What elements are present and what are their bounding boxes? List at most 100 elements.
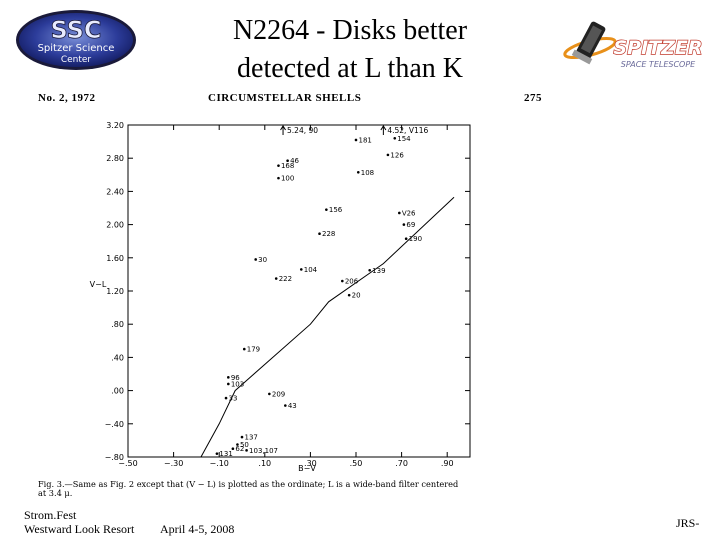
data-point-label: 50 xyxy=(240,441,249,449)
telescope-icon xyxy=(571,21,606,65)
x-tick-label: .90 xyxy=(441,459,454,468)
x-tick-label: .30 xyxy=(304,459,317,468)
y-tick-label: −.80 xyxy=(105,453,124,462)
y-tick-label: .80 xyxy=(111,320,124,329)
data-point xyxy=(245,449,248,452)
ssc-logo: SSC Spitzer Science Center xyxy=(16,10,136,70)
data-point-label: 181 xyxy=(359,136,372,144)
footer-line2: Westward Look Resort xyxy=(24,522,135,536)
data-point-label: 137 xyxy=(245,434,258,442)
data-point xyxy=(254,258,257,261)
data-point-label: 46 xyxy=(290,157,299,165)
footer-credit: JRS- xyxy=(676,516,700,530)
data-point-label: 126 xyxy=(390,151,404,159)
data-point-label: 69 xyxy=(406,221,415,229)
spitzer-logo: SPITZER SPACE TELESCOPE xyxy=(563,21,703,69)
data-point xyxy=(274,277,278,280)
data-point xyxy=(277,164,280,167)
caption-line1: Fig. 3.—Same as Fig. 2 except that (V − … xyxy=(38,479,458,489)
plot-axes: −.50 −.30 −.10 .10 .30 .50 .70 .90 3.20 2.80 2.40 2… xyxy=(105,121,471,468)
data-point-label: 43 xyxy=(288,402,297,410)
data-point xyxy=(393,136,397,140)
slide-title-line1: N2264 - Disks better xyxy=(232,15,468,46)
scan-heading: CIRCUMSTELLAR SHELLS xyxy=(208,92,362,104)
ssc-logo-sub1: Spitzer Science xyxy=(38,43,115,54)
reference-curve xyxy=(200,196,455,458)
plot-frame xyxy=(127,124,471,458)
y-tick-label: −.40 xyxy=(105,420,124,429)
footer-line1: Strom.Fest xyxy=(24,508,77,522)
data-point xyxy=(242,347,246,351)
data-point-label: 62 xyxy=(235,445,244,453)
y-axis-label: V−L xyxy=(90,280,107,289)
data-point xyxy=(368,268,371,272)
data-point-label: 139 xyxy=(372,267,385,275)
slide-title: N2264 - Disks better detected at L than … xyxy=(150,12,550,88)
y-tick-label: 2.80 xyxy=(106,154,124,163)
data-point xyxy=(347,293,351,297)
x-tick-label: .70 xyxy=(395,459,408,468)
footer-venue: Strom.Fest Westward Look Resort xyxy=(24,508,134,536)
footer-date: April 4-5, 2008 xyxy=(160,522,235,536)
y-tick-label: .40 xyxy=(111,353,124,362)
data-point xyxy=(398,211,401,215)
data-point xyxy=(404,237,408,241)
data-point-label: 30 xyxy=(258,256,267,264)
data-point xyxy=(240,435,244,439)
data-point xyxy=(284,404,287,407)
data-point-label: 131 xyxy=(219,450,232,458)
data-point-label: 96 xyxy=(231,374,240,382)
data-point-label: 206 xyxy=(345,278,359,286)
ssc-logo-sub2: Center xyxy=(61,55,92,65)
data-point-label: 20 xyxy=(352,292,361,300)
spitzer-logo-main: SPITZER xyxy=(613,37,702,59)
data-point-label: 156 xyxy=(329,206,343,214)
data-point-label: 179 xyxy=(247,346,260,354)
x-axis-label: B−V xyxy=(298,464,316,473)
data-point xyxy=(231,447,235,451)
data-point-label: 108 xyxy=(361,169,374,177)
data-point xyxy=(224,396,228,400)
data-point xyxy=(386,153,390,157)
upper-limit-label: 5.24, 90 xyxy=(287,126,318,135)
y-tick-label: .00 xyxy=(111,387,124,396)
data-point-label: 100 xyxy=(281,175,294,183)
data-point xyxy=(318,232,321,236)
y-tick-label: 1.60 xyxy=(106,254,124,263)
scan-page-number: 275 xyxy=(524,92,542,104)
caption-line2: at 3.4 μ. xyxy=(38,488,72,498)
data-point-label: 222 xyxy=(279,275,292,283)
data-point xyxy=(227,376,230,379)
data-point xyxy=(299,268,303,271)
data-point xyxy=(356,171,360,174)
data-point xyxy=(402,223,406,226)
scan-issue: No. 2, 1972 xyxy=(38,92,96,104)
ssc-logo-main: SSC xyxy=(50,16,101,44)
upper-limit-arrowhead xyxy=(380,125,387,131)
data-point-label: 103,107 xyxy=(249,447,278,455)
upper-limit-arrowhead xyxy=(280,125,286,131)
data-point-label: 228 xyxy=(322,230,335,238)
y-tick-label: 2.00 xyxy=(106,221,124,230)
data-point xyxy=(277,176,280,180)
data-point-label: 103 xyxy=(231,380,244,388)
y-tick-label: 3.20 xyxy=(106,121,124,130)
data-point xyxy=(215,452,219,455)
data-point xyxy=(236,443,239,446)
y-tick-label: 1.20 xyxy=(106,287,124,296)
data-point xyxy=(354,138,358,142)
y-tick-label: 2.40 xyxy=(106,187,124,196)
data-point xyxy=(227,382,230,386)
data-point-label: 104 xyxy=(304,266,318,274)
data-point xyxy=(286,159,289,162)
data-point-label: 33 xyxy=(229,395,238,403)
data-point xyxy=(268,392,271,396)
data-point-label: 209 xyxy=(272,390,285,398)
x-tick-label: .50 xyxy=(350,459,363,468)
upper-limit-label: 4.52, V116 xyxy=(387,126,428,135)
data-point-label: 190 xyxy=(409,235,422,243)
data-point xyxy=(341,279,344,283)
spitzer-logo-sub: SPACE TELESCOPE xyxy=(621,60,696,69)
